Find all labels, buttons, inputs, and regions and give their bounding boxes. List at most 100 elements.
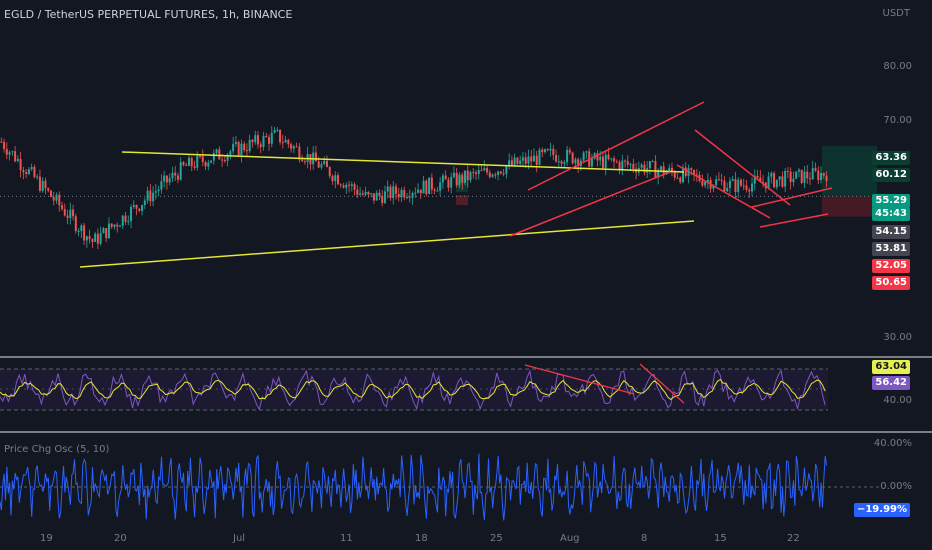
candle-body <box>0 141 3 143</box>
candle-body <box>193 166 196 168</box>
candle-body <box>568 149 571 153</box>
candle-body <box>163 175 166 182</box>
candle-body <box>61 205 64 209</box>
candle-body <box>118 225 121 227</box>
candle-body <box>458 174 461 186</box>
candle-body <box>378 192 381 196</box>
candle-body <box>610 158 613 160</box>
candle-body <box>693 169 696 175</box>
candle-body <box>8 152 11 155</box>
time-tick-22: 22 <box>787 533 800 544</box>
candle-body <box>673 172 676 178</box>
time-tick-15: 15 <box>714 533 727 544</box>
candle-body <box>731 179 734 181</box>
candle-body <box>254 135 257 143</box>
level-badge-1: 54.15 <box>872 225 910 239</box>
level-badge-2: 53.81 <box>872 242 910 256</box>
candle-body <box>762 182 765 184</box>
candle-body <box>27 169 30 174</box>
candle-body <box>290 144 293 149</box>
flag-upper <box>751 187 833 208</box>
candle-body <box>182 162 185 165</box>
rsi-divergence-line-1 <box>524 364 635 395</box>
candle-body <box>383 191 386 204</box>
candle-body <box>124 215 127 222</box>
candle-body <box>419 189 422 194</box>
candle-body <box>342 185 345 188</box>
candle-body <box>77 230 80 232</box>
candle-body <box>74 216 77 232</box>
osc-tick-40: 40.00% <box>873 438 912 449</box>
candle-body <box>618 162 621 170</box>
candle-body <box>662 166 665 175</box>
candle-body <box>160 181 163 190</box>
candle-body <box>199 155 202 157</box>
candle-body <box>256 135 259 145</box>
candle-body <box>44 180 47 189</box>
candle-body <box>480 170 483 172</box>
rising-channel-lower <box>509 171 671 237</box>
oscillator-label[interactable]: Price Chg Osc (5, 10) <box>4 444 110 455</box>
candle-body <box>659 166 662 171</box>
candle-body <box>590 158 593 167</box>
candle-body <box>165 175 168 183</box>
price-tick-70: 70.00 <box>883 115 912 126</box>
candle-body <box>149 190 152 202</box>
candle-body <box>270 132 273 144</box>
candle-body <box>121 215 124 226</box>
candle-body <box>717 179 720 181</box>
candle-body <box>107 223 110 239</box>
candle-body <box>786 170 789 172</box>
candle-body <box>469 172 472 181</box>
last-price-badge: 55.29 <box>872 194 910 208</box>
candle-body <box>557 161 560 163</box>
candle-body <box>604 154 607 168</box>
candle-body <box>461 174 464 183</box>
candle-body <box>488 172 491 177</box>
candle-body <box>759 177 762 183</box>
time-tick-20: 20 <box>114 533 127 544</box>
candle-body <box>157 189 160 192</box>
falling-channel-upper <box>694 129 791 206</box>
symbol-title[interactable]: EGLD / TetherUS PERPETUAL FUTURES, 1h, B… <box>4 8 293 21</box>
candle-body <box>475 172 478 174</box>
candle-body <box>577 159 580 167</box>
candle-body <box>91 239 94 242</box>
candle-body <box>400 189 403 198</box>
candle-body <box>546 149 549 151</box>
candle-body <box>99 233 102 244</box>
candle-body <box>748 189 751 192</box>
currency-unit: USDT <box>882 8 910 19</box>
rsi-tick-40: 40.00 <box>883 395 912 406</box>
candle-body <box>331 176 334 182</box>
candle-body <box>472 172 475 174</box>
candle-body <box>499 171 502 174</box>
candle-body <box>47 188 50 191</box>
candle-body <box>364 191 367 195</box>
candle-body <box>127 221 130 223</box>
candle-body <box>739 179 742 186</box>
bar-countdown-badge: 45:43 <box>872 207 910 221</box>
rsi-ma-line <box>0 378 826 401</box>
candle-body <box>417 189 420 193</box>
candle-body <box>168 178 171 183</box>
candle-body <box>428 177 431 195</box>
small-stop-zone <box>456 195 468 206</box>
candle-body <box>262 135 265 147</box>
osc-tick-0: 0.00% <box>880 481 912 492</box>
candle-body <box>430 177 433 190</box>
candle-body <box>657 170 660 178</box>
candle-body <box>223 160 226 162</box>
candle-body <box>441 175 444 183</box>
candle-body <box>701 180 704 186</box>
candle-body <box>670 167 673 173</box>
candle-body <box>706 179 709 182</box>
candle-body <box>414 192 417 194</box>
candle-body <box>789 171 792 183</box>
candle-body <box>245 150 248 152</box>
candle-body <box>55 194 58 201</box>
candle-body <box>130 206 133 222</box>
candle-body <box>822 173 825 176</box>
candle-body <box>190 157 193 167</box>
